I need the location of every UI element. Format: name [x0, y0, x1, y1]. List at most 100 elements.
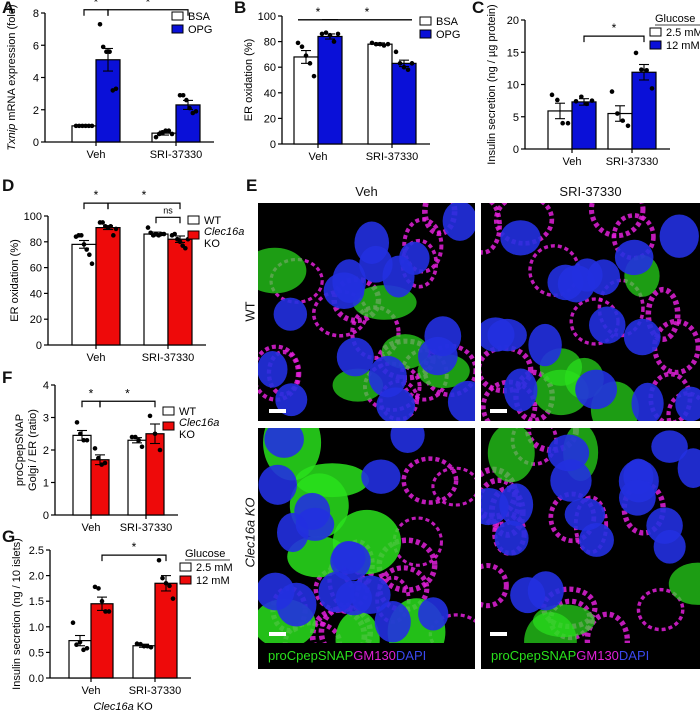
panel-letter-b: B	[234, 0, 247, 17]
svg-text:0: 0	[270, 139, 276, 151]
svg-text:100: 100	[24, 211, 42, 223]
chart-g-insulin-secretion-ko: 0.0 0.5 1.0 1.5 2.0 2.5 Insulin secretion (ng …	[11, 538, 233, 710]
scale-bar	[269, 632, 286, 636]
svg-text:ER oxidation (%): ER oxidation (%)	[243, 39, 255, 122]
svg-text:0.5: 0.5	[29, 647, 44, 659]
channel-label-dapi: DAPI	[618, 648, 650, 663]
svg-text:*: *	[89, 386, 94, 400]
svg-text:12 mM: 12 mM	[196, 575, 230, 587]
svg-text:80: 80	[264, 37, 276, 49]
svg-text:1: 1	[43, 478, 49, 490]
scale-bar	[490, 409, 507, 413]
svg-text:SRI-37330: SRI-37330	[120, 522, 173, 534]
svg-text:Clec16a KO: Clec16a KO	[93, 701, 153, 710]
svg-text:Veh: Veh	[82, 522, 101, 534]
panel-letter-g: G	[2, 527, 16, 546]
svg-text:KO: KO	[179, 429, 195, 441]
svg-text:2: 2	[33, 105, 39, 117]
svg-text:1.5: 1.5	[29, 596, 44, 608]
scale-bar	[269, 409, 286, 413]
svg-text:10: 10	[507, 80, 519, 92]
micro-col-title-veh: Veh	[355, 184, 378, 199]
svg-text:ER oxidation (%): ER oxidation (%)	[9, 239, 21, 322]
svg-text:Glucose: Glucose	[185, 548, 225, 560]
svg-text:60: 60	[264, 62, 276, 74]
chart-a-txnip-expression: 0 2 4 6 8 Txnip mRNA expression (fold) Veh SRI-…	[6, 0, 214, 161]
svg-text:20: 20	[507, 15, 519, 27]
svg-text:Veh: Veh	[563, 156, 582, 168]
svg-text:2.5 mM: 2.5 mM	[196, 562, 233, 574]
svg-text:100: 100	[258, 11, 276, 23]
svg-text:SRI-37330: SRI-37330	[142, 352, 195, 364]
channel-label-dapi: DAPI	[395, 648, 427, 663]
svg-text:2.5 mM: 2.5 mM	[666, 27, 700, 39]
svg-text:proCpepSNAP: proCpepSNAP	[14, 414, 26, 486]
svg-text:4: 4	[43, 380, 49, 392]
svg-text:Clec16a: Clec16a	[204, 226, 244, 238]
svg-text:5: 5	[513, 112, 519, 124]
svg-text:OPG: OPG	[188, 24, 212, 36]
svg-text:*: *	[316, 5, 321, 19]
svg-text:0: 0	[513, 144, 519, 156]
svg-text:3: 3	[43, 413, 49, 425]
micro-row-title-wt: WT	[242, 301, 258, 322]
svg-text:2: 2	[43, 445, 49, 457]
micrograph-texture	[258, 203, 475, 421]
svg-text:*: *	[94, 0, 99, 9]
svg-text:12 mM: 12 mM	[666, 40, 700, 52]
micrograph-texture	[481, 203, 700, 421]
svg-text:15: 15	[507, 47, 519, 59]
svg-text:*: *	[612, 21, 617, 35]
channel-label-gm130: GM130	[353, 648, 396, 663]
svg-text:20: 20	[264, 113, 276, 125]
channel-label-procpepsnap: proCpepSNAP	[491, 648, 577, 663]
channel-legend-right: proCpepSNAPGM130DAPI	[481, 643, 700, 669]
svg-text:40: 40	[30, 288, 42, 300]
svg-text:KO: KO	[204, 238, 220, 250]
svg-text:SRI-37330: SRI-37330	[129, 685, 182, 697]
svg-text:OPG: OPG	[436, 29, 460, 41]
svg-text:Veh: Veh	[309, 151, 328, 163]
svg-text:Golgi / ER (ratio): Golgi / ER (ratio)	[27, 409, 39, 491]
micrograph-wt-sri37330	[481, 203, 700, 421]
chart-d-er-oxidation: 0 20 40 60 80 100 ER oxidation (%) Veh SRI-37330…	[9, 188, 244, 364]
chart-c-insulin-secretion: 0 5 10 15 20 Insulin secretion (ng / µg prote…	[486, 4, 700, 168]
svg-text:0: 0	[43, 510, 49, 522]
panel-letter-d: D	[2, 176, 15, 195]
chart-b-er-oxidation: 0 20 40 60 80 100 ER oxidation (%) Veh SRI-37330…	[243, 5, 460, 163]
channel-legend-left: proCpepSNAPGM130DAPI	[258, 643, 475, 669]
micrograph-ko-veh	[258, 428, 475, 643]
channel-label-gm130: GM130	[576, 648, 619, 663]
svg-text:Insulin secretion (ng / µg pro: Insulin secretion (ng / µg protein)	[486, 4, 498, 164]
micrograph-texture	[258, 428, 475, 643]
svg-text:*: *	[132, 540, 137, 554]
svg-text:2.0: 2.0	[29, 571, 44, 583]
svg-text:0: 0	[33, 137, 39, 149]
scale-bar	[490, 632, 507, 636]
svg-text:0.0: 0.0	[29, 673, 44, 685]
micrograph-texture	[481, 428, 700, 643]
svg-text:*: *	[365, 5, 370, 19]
svg-text:Veh: Veh	[87, 352, 106, 364]
micro-col-title-sri: SRI-37330	[559, 184, 622, 199]
svg-text:40: 40	[264, 88, 276, 100]
panel-letter-c: C	[472, 0, 485, 17]
panel-letter-a: A	[2, 0, 15, 17]
chart-f-golgi-er-ratio: 0 1 2 3 4 proCpepSNAP Golgi / ER (ratio) Veh SRI…	[14, 380, 219, 534]
svg-text:8: 8	[33, 8, 39, 20]
svg-text:Veh: Veh	[82, 685, 101, 697]
channel-label-procpepsnap: proCpepSNAP	[268, 648, 354, 663]
svg-text:WT: WT	[179, 406, 196, 418]
svg-text:80: 80	[30, 237, 42, 249]
svg-text:20: 20	[30, 314, 42, 326]
svg-text:Insulin secretion (ng / 10 isl: Insulin secretion (ng / 10 islets)	[11, 538, 23, 690]
svg-text:2.5: 2.5	[29, 545, 44, 557]
svg-text:Glucose: Glucose	[655, 13, 695, 25]
svg-text:*: *	[94, 188, 99, 202]
svg-text:*: *	[142, 188, 147, 202]
panel-letter-e: E	[246, 176, 258, 195]
micro-row-title-clec16a-ko: Clec16a KO	[242, 497, 258, 568]
svg-text:BSA: BSA	[188, 11, 211, 23]
panel-letter-f: F	[2, 368, 13, 387]
svg-text:Veh: Veh	[87, 149, 106, 161]
